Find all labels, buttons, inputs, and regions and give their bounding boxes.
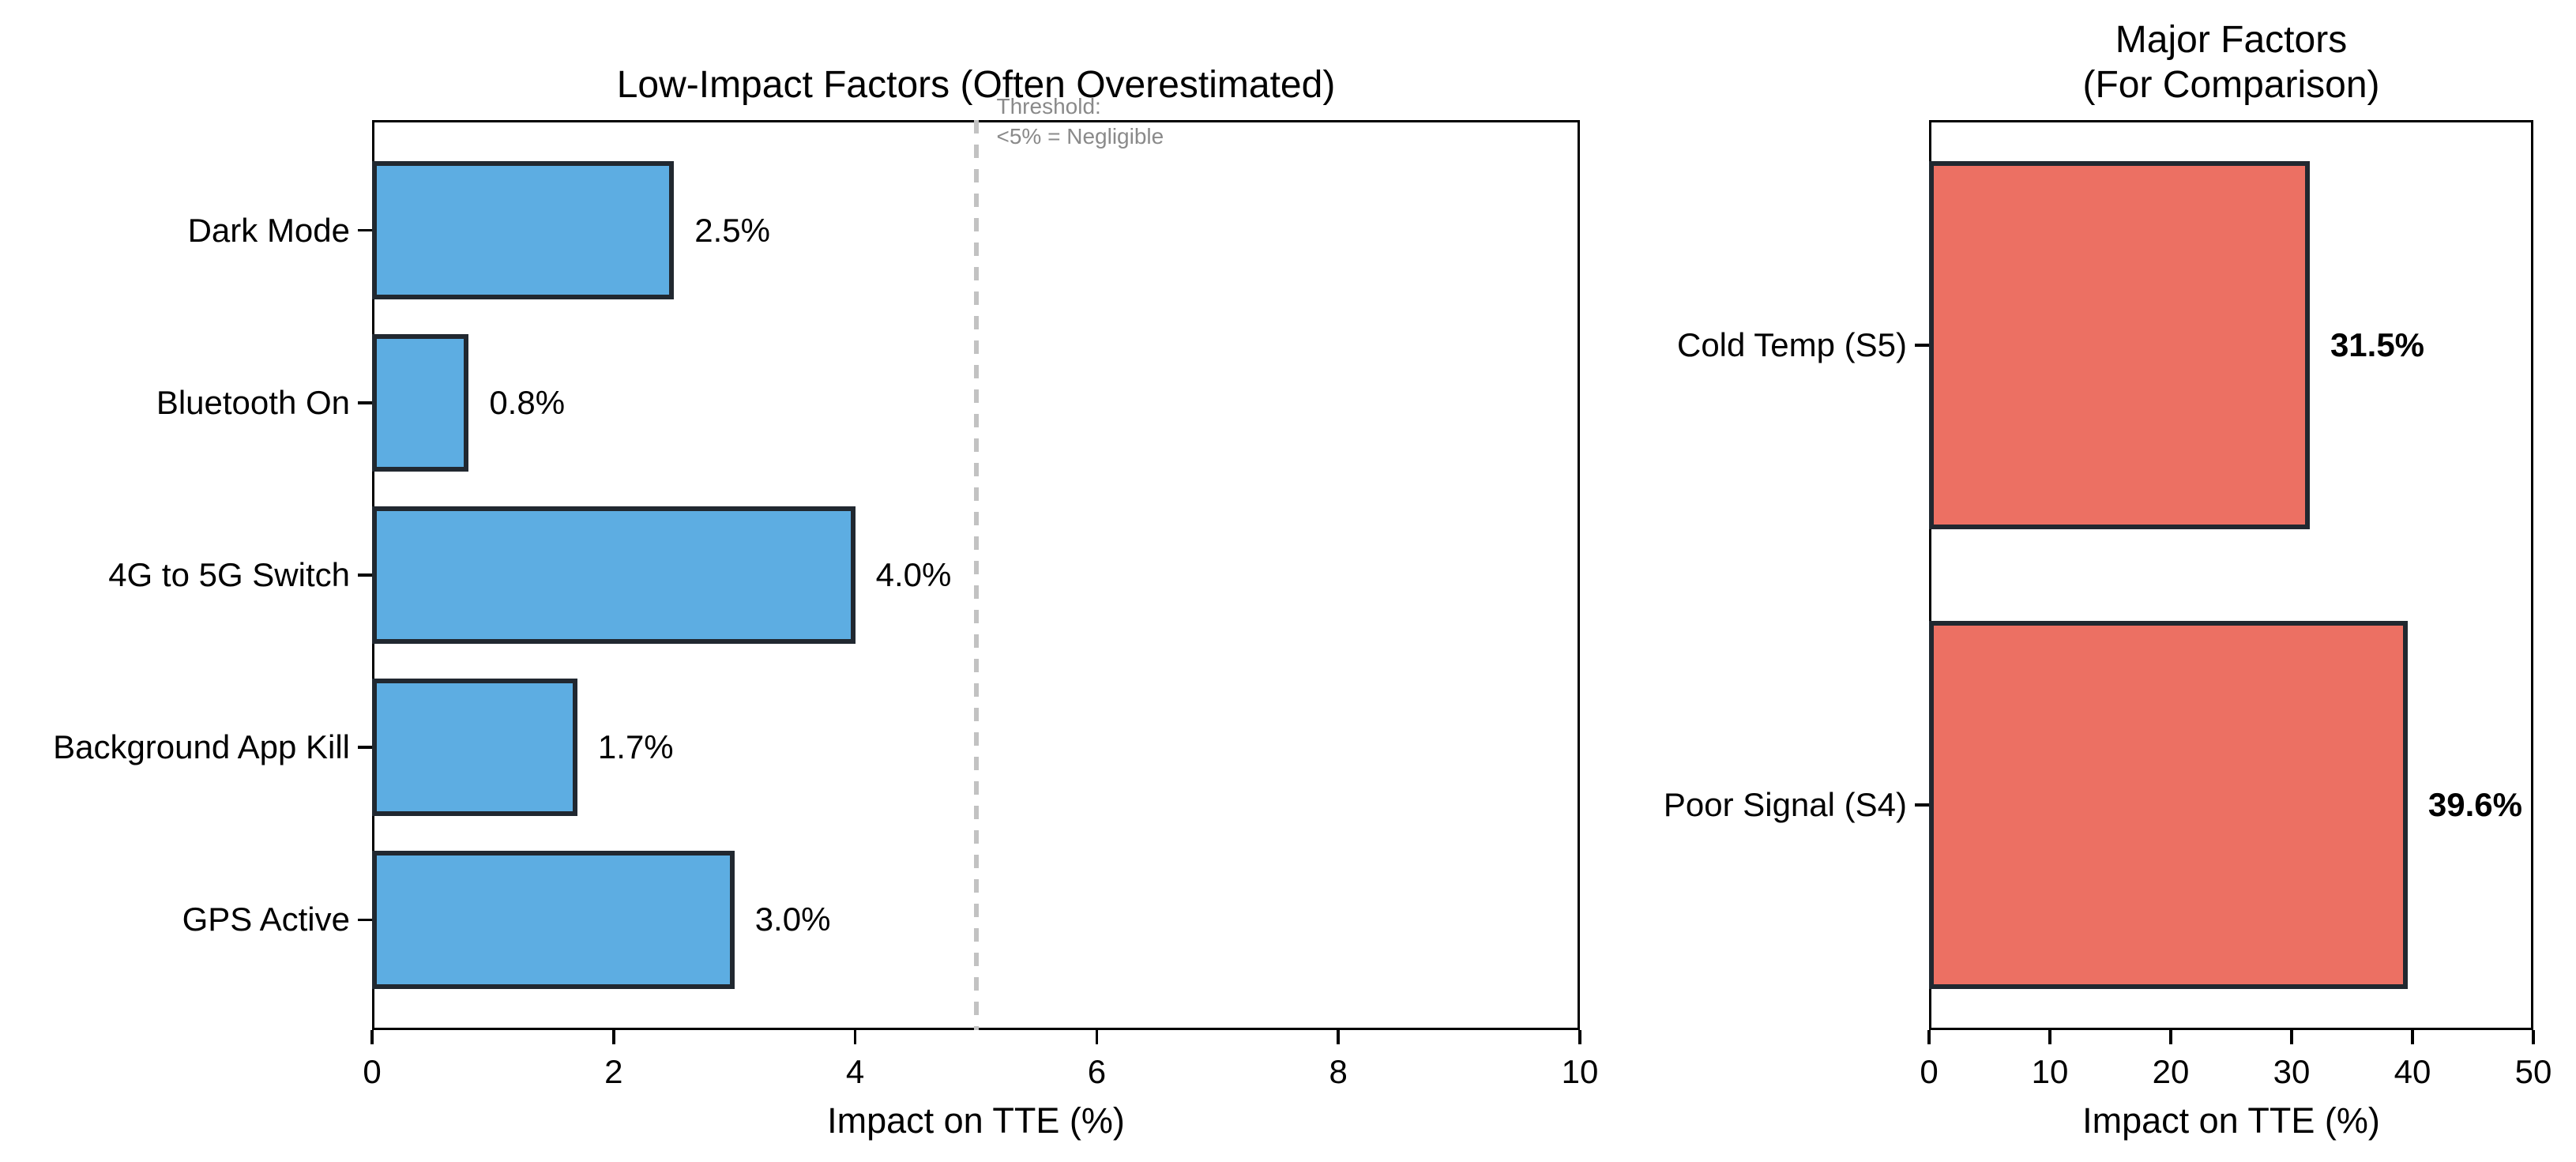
chart-title-low-impact: Low-Impact Factors (Often Overestimated): [214, 62, 1738, 107]
value-label-bluetooth-on: 0.8%: [489, 383, 566, 421]
y-tick-background-app-kill: [358, 746, 372, 749]
threshold-annotation: Threshold: <5% = Negligible: [996, 94, 1164, 149]
chart-title-line: Major Factors: [2115, 19, 2348, 61]
x-tick-4: [853, 1030, 857, 1044]
x-tick-50: [2532, 1030, 2535, 1044]
category-label-bluetooth-on: Bluetooth On: [156, 383, 350, 421]
x-tick-2: [612, 1030, 615, 1044]
x-tick-10: [2048, 1030, 2051, 1044]
category-label-cold-temp-s5: Cold Temp (S5): [1676, 326, 1907, 364]
value-label-background-app-kill: 1.7%: [597, 728, 674, 766]
category-label-poor-signal-s4: Poor Signal (S4): [1663, 785, 1907, 823]
y-tick-bluetooth-on: [358, 401, 372, 404]
value-label-cold-temp-s5: 31.5%: [2330, 326, 2425, 364]
bar-bluetooth-on: [372, 333, 469, 472]
x-tick-label-40: 40: [2394, 1053, 2431, 1090]
x-tick-0: [370, 1030, 374, 1044]
bar-4g-to-5g-switch: [372, 506, 856, 645]
x-tick-label-20: 20: [2152, 1053, 2190, 1090]
x-tick-10: [1578, 1030, 1581, 1044]
chart-title-line: (For Comparison): [2082, 64, 2380, 106]
x-tick-label-2: 2: [604, 1053, 623, 1090]
y-tick-4g-to-5g-switch: [358, 573, 372, 577]
y-tick-dark-mode: [358, 228, 372, 232]
category-label-dark-mode: Dark Mode: [187, 211, 350, 249]
x-tick-8: [1337, 1030, 1340, 1044]
value-label-gps-active: 3.0%: [754, 901, 831, 938]
x-tick-40: [2411, 1030, 2414, 1044]
value-label-4g-to-5g-switch: 4.0%: [875, 556, 952, 593]
x-tick-label-4: 4: [845, 1053, 865, 1090]
chart-title-major: Major Factors (For Comparison): [1771, 17, 2576, 107]
category-label-background-app-kill: Background App Kill: [53, 728, 350, 766]
y-tick-cold-temp-s5: [1915, 344, 1929, 347]
bar-cold-temp-s5: [1929, 161, 2310, 529]
bar-poor-signal-s4: [1929, 621, 2408, 989]
x-tick-label-10: 10: [1561, 1053, 1599, 1090]
x-tick-0: [1927, 1030, 1931, 1044]
x-axis-label-low-impact: Impact on TTE (%): [827, 1100, 1125, 1141]
x-tick-label-0: 0: [1920, 1053, 1939, 1090]
category-label-gps-active: GPS Active: [182, 901, 350, 938]
x-axis-label-major: Impact on TTE (%): [2082, 1100, 2380, 1141]
x-tick-label-0: 0: [363, 1053, 382, 1090]
category-label-4g-to-5g-switch: 4G to 5G Switch: [108, 556, 350, 593]
x-tick-label-8: 8: [1329, 1053, 1348, 1090]
bar-background-app-kill: [372, 678, 577, 817]
x-tick-label-6: 6: [1087, 1053, 1107, 1090]
chart-title-line: Low-Impact Factors (Often Overestimated): [616, 64, 1336, 106]
x-tick-30: [2290, 1030, 2293, 1044]
x-tick-20: [2169, 1030, 2172, 1044]
bar-gps-active: [372, 851, 735, 989]
x-tick-6: [1095, 1030, 1099, 1044]
bar-dark-mode: [372, 161, 675, 299]
x-tick-label-10: 10: [2031, 1053, 2069, 1090]
y-tick-poor-signal-s4: [1915, 803, 1929, 807]
y-tick-gps-active: [358, 918, 372, 922]
value-label-poor-signal-s4: 39.6%: [2427, 785, 2522, 823]
x-tick-label-30: 30: [2273, 1053, 2311, 1090]
x-tick-label-50: 50: [2514, 1053, 2552, 1090]
value-label-dark-mode: 2.5%: [694, 211, 770, 249]
threshold-line: [973, 120, 979, 1030]
